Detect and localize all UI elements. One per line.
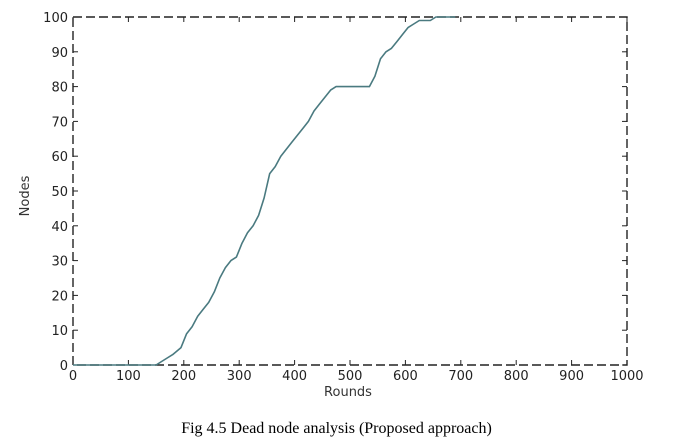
y-tick-label: 90 bbox=[51, 46, 68, 61]
x-tick-label: 300 bbox=[227, 369, 252, 384]
y-tick-label: 10 bbox=[51, 324, 68, 339]
x-axis-ticks: 0 100 200 300 400 500 600 700 800 900 1000 bbox=[69, 17, 644, 384]
y-tick-label: 70 bbox=[51, 115, 68, 130]
x-tick-label: 400 bbox=[282, 369, 307, 384]
y-axis-ticks: 0 10 20 30 40 50 60 70 80 90 100 bbox=[43, 11, 627, 374]
x-tick-label: 500 bbox=[338, 369, 363, 384]
series-layer bbox=[73, 16, 456, 366]
x-tick-label: 1000 bbox=[610, 369, 643, 384]
y-axis-label: Nodes bbox=[18, 175, 33, 216]
y-tick-label: 40 bbox=[51, 220, 68, 235]
y-tick-label: 80 bbox=[51, 81, 68, 96]
y-tick-label: 0 bbox=[60, 359, 68, 374]
x-tick-label: 800 bbox=[504, 369, 529, 384]
plot-frame bbox=[72, 16, 628, 366]
x-tick-label: 600 bbox=[393, 369, 418, 384]
y-tick-label: 100 bbox=[43, 11, 68, 26]
x-tick-label: 100 bbox=[116, 369, 141, 384]
x-tick-label: 0 bbox=[69, 369, 77, 384]
x-tick-label: 900 bbox=[559, 369, 584, 384]
figure-caption: Fig 4.5 Dead node analysis (Proposed app… bbox=[181, 420, 492, 437]
y-tick-label: 30 bbox=[51, 255, 68, 270]
y-tick-label: 50 bbox=[51, 185, 68, 200]
x-tick-label: 700 bbox=[448, 369, 473, 384]
x-axis-label: Rounds bbox=[324, 385, 372, 400]
y-tick-label: 20 bbox=[51, 289, 68, 304]
dead-nodes-series-line bbox=[73, 16, 456, 366]
y-tick-label: 60 bbox=[51, 150, 68, 165]
x-tick-label: 200 bbox=[171, 369, 196, 384]
